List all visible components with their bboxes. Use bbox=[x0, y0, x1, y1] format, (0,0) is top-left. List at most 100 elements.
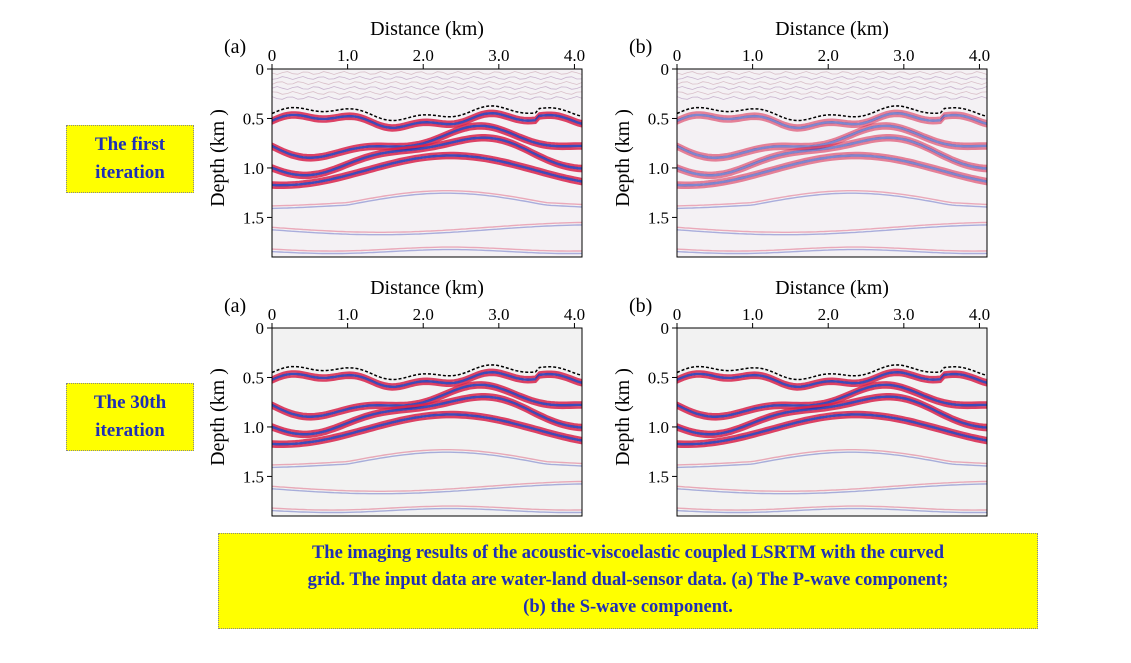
x-axis-title: Distance (km) bbox=[775, 277, 889, 299]
y-axis-title: Depth (km ) bbox=[207, 109, 229, 207]
reflector-event bbox=[272, 370, 582, 389]
x-axis-title: Distance (km) bbox=[370, 18, 484, 40]
reflector-event bbox=[272, 383, 582, 419]
figure-panels: (a) Distance (km) 0 1.0 2.0 3.0 4.0 0 0.5 1.0 1.5 D… bbox=[207, 18, 990, 517]
y-tick-label: 0.5 bbox=[648, 368, 669, 387]
reflector-event bbox=[272, 246, 582, 252]
x-tick-label: 3.0 bbox=[488, 46, 509, 65]
reflector-event bbox=[272, 393, 582, 434]
y-tick-label: 1.5 bbox=[243, 467, 264, 486]
y-tick-label: 0 bbox=[661, 319, 670, 338]
reflector-event bbox=[272, 451, 582, 469]
reflector-event bbox=[677, 413, 987, 446]
reflector-event bbox=[272, 114, 582, 132]
reflector-event bbox=[677, 111, 987, 130]
reflector-event bbox=[677, 415, 987, 448]
noise-trace bbox=[677, 91, 987, 95]
reflector-event bbox=[677, 410, 987, 444]
reflector-event bbox=[677, 449, 987, 466]
y-axis-title: Depth (km ) bbox=[612, 368, 634, 466]
reflector-event bbox=[272, 124, 582, 160]
x-tick-label: 4.0 bbox=[564, 46, 585, 65]
reflector-event bbox=[677, 480, 987, 492]
noise-trace bbox=[272, 81, 582, 85]
noise-trace bbox=[677, 76, 987, 80]
reflector-event bbox=[272, 449, 582, 466]
reflector-event bbox=[677, 190, 987, 207]
reflector-event bbox=[272, 224, 582, 236]
noise-trace bbox=[677, 86, 987, 90]
panel-frame bbox=[676, 68, 988, 258]
panel-letter: (b) bbox=[629, 295, 652, 317]
y-tick-label: 0.5 bbox=[648, 109, 669, 128]
panel-background bbox=[272, 328, 582, 516]
y-tick-label: 0 bbox=[256, 60, 265, 79]
y-axis-title: Depth (km ) bbox=[207, 368, 229, 466]
y-tick-label: 1.0 bbox=[648, 418, 669, 437]
reflector-event bbox=[272, 221, 582, 233]
panel-letter: (a) bbox=[224, 295, 246, 317]
panel-background bbox=[272, 69, 582, 257]
reflector-event bbox=[677, 505, 987, 511]
reflector-event bbox=[677, 114, 987, 132]
caption-line-3: (b) the S-wave component. bbox=[523, 597, 733, 617]
reflector-event bbox=[272, 381, 582, 416]
x-tick-label: 3.0 bbox=[893, 305, 914, 324]
reflector-event bbox=[272, 156, 582, 189]
reflector-event bbox=[272, 415, 582, 448]
reflector-event bbox=[272, 151, 582, 185]
y-tick-label: 0 bbox=[256, 319, 265, 338]
x-tick-label: 0 bbox=[673, 46, 682, 65]
caption-line-2: grid. The input data are water-land dual… bbox=[307, 570, 949, 590]
reflector-event bbox=[272, 413, 582, 446]
x-axis-title: Distance (km) bbox=[370, 277, 484, 299]
y-tick-label: 0.5 bbox=[243, 368, 264, 387]
noise-trace bbox=[677, 81, 987, 85]
reflector-event bbox=[272, 192, 582, 210]
panel-background bbox=[677, 69, 987, 257]
y-tick-label: 1.5 bbox=[648, 208, 669, 227]
x-tick-label: 2.0 bbox=[413, 46, 434, 65]
reflector-event bbox=[677, 136, 987, 177]
x-tick-label: 4.0 bbox=[969, 305, 990, 324]
reflector-event bbox=[677, 192, 987, 210]
reflector-event bbox=[272, 111, 582, 130]
noise-trace bbox=[272, 71, 582, 75]
reflector-event bbox=[272, 122, 582, 157]
reflector-event bbox=[677, 134, 987, 175]
x-tick-label: 1.0 bbox=[337, 305, 358, 324]
seismic-panel: (b) Distance (km) 0 1.0 2.0 3.0 4.0 0 0.5 1.0 1.5 D… bbox=[612, 277, 990, 517]
reflector-event bbox=[677, 451, 987, 469]
reflector-event bbox=[677, 397, 987, 439]
y-tick-label: 0 bbox=[661, 60, 670, 79]
noise-trace bbox=[272, 86, 582, 90]
reflector-event bbox=[272, 507, 582, 514]
reflector-event bbox=[677, 154, 987, 187]
reflector-event bbox=[677, 383, 987, 419]
reflector-event bbox=[677, 109, 987, 127]
noise-trace bbox=[272, 91, 582, 95]
noise-trace bbox=[677, 71, 987, 75]
reflector-event bbox=[272, 483, 582, 495]
row-label-first-iteration: The first iteration bbox=[66, 125, 194, 193]
y-tick-label: 0.5 bbox=[243, 109, 264, 128]
reflector-event bbox=[272, 248, 582, 255]
caption-line-1: The imaging results of the acoustic-visc… bbox=[311, 543, 945, 563]
reflector-event bbox=[677, 122, 987, 157]
reflector-event bbox=[677, 395, 987, 436]
reflector-event bbox=[272, 373, 582, 391]
reflector-event bbox=[272, 134, 582, 175]
noise-trace bbox=[272, 76, 582, 80]
reflector-event bbox=[272, 395, 582, 436]
seismic-panel: (b) Distance (km) 0 1.0 2.0 3.0 4.0 0 0.5 1.0 1.5 D… bbox=[612, 18, 990, 258]
x-tick-label: 0 bbox=[268, 46, 277, 65]
reflector-event bbox=[272, 480, 582, 492]
noise-trace bbox=[677, 96, 987, 100]
reflector-event bbox=[677, 507, 987, 514]
reflector-event bbox=[677, 483, 987, 495]
panel-letter: (b) bbox=[629, 36, 652, 58]
reflector-event bbox=[272, 368, 582, 386]
y-tick-label: 1.0 bbox=[648, 159, 669, 178]
reflector-event bbox=[677, 151, 987, 185]
x-tick-label: 3.0 bbox=[488, 305, 509, 324]
